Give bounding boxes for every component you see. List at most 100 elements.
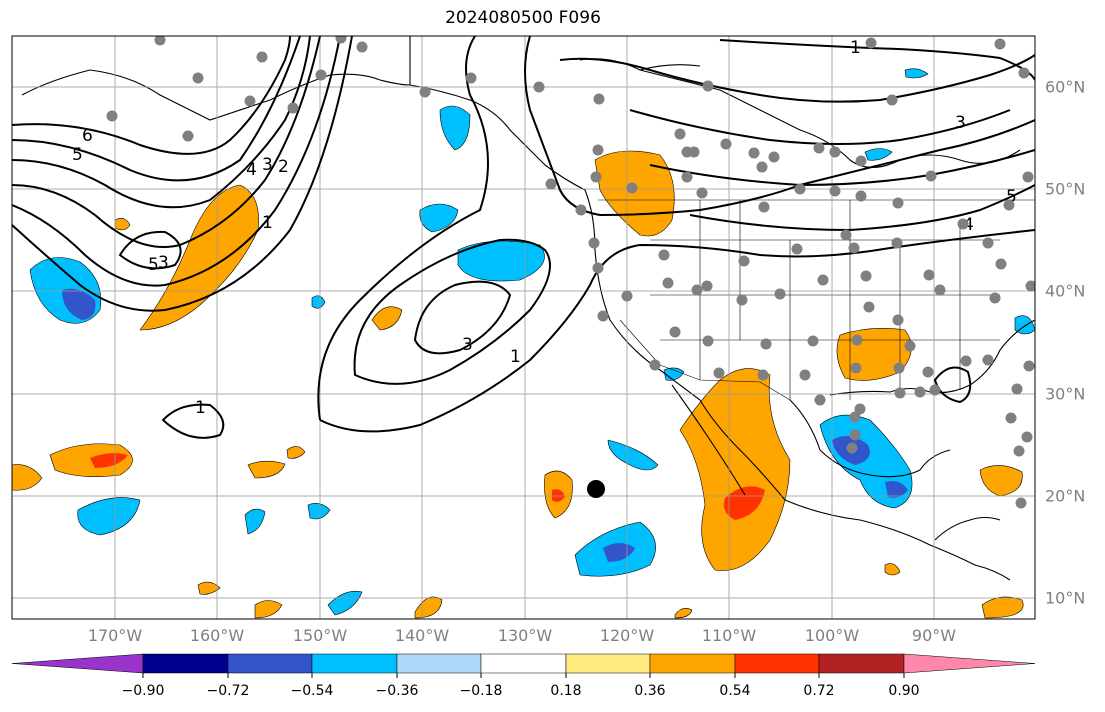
station-dot [106, 110, 118, 122]
station-dot [1018, 67, 1030, 79]
positive-anomaly [414, 596, 443, 619]
station-dot [701, 280, 713, 292]
station-dot [738, 255, 750, 267]
strong-negative-anomaly [885, 481, 908, 498]
station-dot [960, 355, 972, 367]
lat-label: 30°N [1045, 384, 1086, 404]
contour-label: 5 [1006, 187, 1017, 207]
station-dot [688, 146, 700, 158]
station-dot [923, 269, 935, 281]
station-dot [597, 310, 609, 322]
station-dot [182, 130, 194, 142]
station-dot [681, 171, 693, 183]
station-dot [855, 155, 867, 167]
station-dot [1015, 497, 1027, 509]
station-dot [315, 69, 327, 81]
contour-label: 1 [510, 347, 521, 367]
colorbar-label: −0.36 [375, 683, 419, 699]
station-dot [892, 197, 904, 209]
lat-label: 10°N [1045, 588, 1086, 608]
station-dot [662, 277, 674, 289]
storm-center-marker [587, 480, 605, 498]
station-dot [669, 326, 681, 338]
station-dot [1005, 412, 1017, 424]
colorbar-label: 0.36 [634, 683, 666, 699]
lon-label: 100°W [804, 626, 860, 645]
contour-label: 3 [262, 155, 273, 175]
station-dot [758, 201, 770, 213]
strong-positive-anomaly [723, 486, 765, 520]
contour-labels: 1 3 5 6 5 4 3 2 1 1 3 1 3 5 4 [72, 38, 1017, 418]
negative-anomaly [904, 68, 929, 79]
positive-anomaly [884, 563, 901, 576]
positive-anomaly [979, 465, 1023, 497]
station-dot [335, 36, 347, 44]
station-dot [748, 147, 760, 159]
station-dot [865, 37, 877, 49]
station-dot [794, 183, 806, 195]
station-dot [736, 294, 748, 306]
gridlines [12, 36, 1035, 619]
lon-label: 160°W [189, 626, 245, 645]
colorbar-label: −0.18 [459, 683, 503, 699]
positive-anomaly [594, 150, 675, 237]
station-dot [957, 218, 969, 230]
positive-anomaly [981, 596, 1024, 619]
positive-anomaly [247, 460, 286, 479]
contour-label: 4 [246, 160, 257, 180]
colorbar-cell [396, 653, 482, 674]
station-dot [588, 237, 600, 249]
station-dot [674, 128, 686, 140]
contour-label: 1 [195, 398, 206, 418]
station-dot [768, 151, 780, 163]
station-dot [855, 190, 867, 202]
station-dot [829, 146, 841, 158]
station-dot [1013, 445, 1025, 457]
station-dot [860, 270, 872, 282]
colorbar-cell [818, 653, 905, 674]
positive-anomaly [254, 600, 283, 619]
station-dot [886, 94, 898, 106]
negative-anomaly [311, 295, 326, 309]
station-dot [256, 51, 268, 63]
station-dot [850, 362, 862, 374]
station-dot [760, 338, 772, 350]
station-dot [829, 185, 841, 197]
negative-anomaly [77, 497, 141, 536]
colorbar-cell [142, 653, 229, 674]
colorbar-cell [480, 653, 567, 674]
positive-anomaly [114, 218, 131, 231]
negative-anomaly [864, 148, 893, 161]
positive-anomaly [197, 581, 221, 595]
contour-label: 6 [82, 126, 93, 146]
station-dot [1025, 280, 1035, 292]
lon-label: 90°W [911, 626, 957, 645]
contour-label: 3 [955, 113, 966, 133]
contours [12, 36, 1035, 439]
station-dot [893, 362, 905, 374]
station-dot [1003, 199, 1015, 211]
station-dot [922, 366, 934, 378]
station-dot [817, 274, 829, 286]
lon-label: 120°W [599, 626, 655, 645]
lat-label: 60°N [1045, 77, 1086, 97]
station-dot [934, 284, 946, 296]
colorbar-label: −0.54 [290, 683, 334, 699]
station-dot [849, 411, 861, 423]
station-dot [929, 384, 941, 396]
station-dot [691, 284, 703, 296]
station-dot [813, 142, 825, 154]
negative-anomaly [244, 508, 266, 535]
positive-anomaly [12, 464, 43, 491]
station-dot [854, 403, 866, 415]
station-dot [807, 335, 819, 347]
strong-negative-anomaly [62, 288, 96, 320]
station-dot [465, 72, 477, 84]
station-dot [814, 394, 826, 406]
colorbar-label: 0.18 [550, 683, 582, 699]
station-dot [702, 80, 714, 92]
station-dot [849, 429, 861, 441]
contour-label: 1 [850, 38, 861, 58]
positive-anomaly [679, 368, 791, 571]
